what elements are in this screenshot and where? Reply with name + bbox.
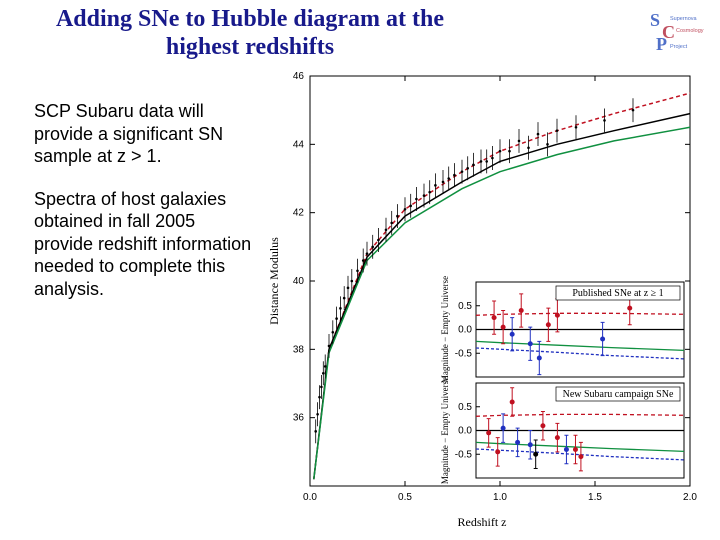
- svg-text:38: 38: [293, 344, 305, 355]
- svg-text:New Subaru campaign SNe: New Subaru campaign SNe: [563, 389, 674, 400]
- svg-text:Magnitude − Empty Universe: Magnitude − Empty Universe: [440, 377, 450, 484]
- slide-title: Adding SNe to Hubble diagram at the high…: [30, 6, 470, 61]
- logo-text-top: Supernova: [670, 16, 698, 22]
- x-axis-label: Redshift z: [458, 515, 507, 530]
- svg-text:1.0: 1.0: [493, 492, 507, 503]
- svg-text:0.5: 0.5: [398, 492, 412, 503]
- svg-text:Published SNe at z ≥ 1: Published SNe at z ≥ 1: [572, 288, 663, 299]
- slide: { "title": "Adding SNe to Hubble diagram…: [0, 0, 720, 540]
- svg-text:1.5: 1.5: [588, 492, 602, 503]
- svg-text:0.0: 0.0: [303, 492, 317, 503]
- logo-p-icon: P: [656, 34, 667, 54]
- svg-text:44: 44: [293, 139, 305, 150]
- paragraph-1: SCP Subaru data will provide a significa…: [34, 100, 254, 168]
- svg-text:0.0: 0.0: [458, 426, 472, 437]
- svg-text:0.5: 0.5: [458, 402, 472, 413]
- svg-text:46: 46: [293, 71, 305, 82]
- svg-text:36: 36: [293, 413, 305, 424]
- svg-text:-0.5: -0.5: [455, 348, 473, 359]
- body-text: SCP Subaru data will provide a significa…: [34, 100, 254, 320]
- scp-logo: S C P Supernova Cosmology Project: [648, 10, 704, 54]
- logo-text-bot: Project: [670, 44, 688, 50]
- svg-text:0.0: 0.0: [458, 325, 472, 336]
- paragraph-2: Spectra of host galaxies obtained in fal…: [34, 188, 254, 301]
- logo-text-mid: Cosmology: [676, 28, 704, 34]
- svg-text:0.5: 0.5: [458, 301, 472, 312]
- svg-text:-0.5: -0.5: [455, 449, 473, 460]
- svg-text:2.0: 2.0: [683, 492, 697, 503]
- logo-s-icon: S: [650, 10, 660, 30]
- svg-text:42: 42: [293, 208, 305, 219]
- svg-text:Distance Modulus: Distance Modulus: [267, 237, 281, 325]
- hubble-diagram-chart: 36 38 40 42 44 46 0.0 0.5 1.0 1.5 2.0 Distance Modu…: [262, 68, 702, 528]
- svg-text:Magnitude − Empty Universe: Magnitude − Empty Universe: [440, 276, 450, 383]
- svg-text:40: 40: [293, 276, 305, 287]
